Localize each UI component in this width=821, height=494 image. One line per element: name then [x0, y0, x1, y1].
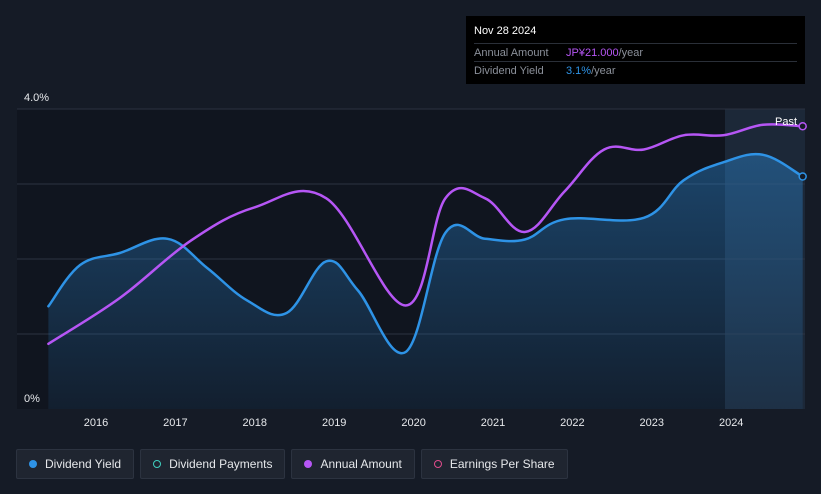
x-axis-tick-label: 2020	[401, 417, 425, 429]
dividend-payments-ring-icon	[153, 460, 162, 468]
tooltip-annual-label: Annual Amount	[474, 46, 549, 59]
dividend-yield-dot-icon	[29, 460, 37, 468]
x-axis-tick-label: 2023	[640, 417, 664, 429]
tooltip-annual-value: JP¥21.000	[566, 46, 619, 59]
y-axis-label-top: 4.0%	[24, 92, 49, 104]
legend-dividend-payments-label: Dividend Payments	[169, 457, 273, 471]
tooltip-yield-label: Dividend Yield	[474, 64, 544, 77]
tooltip-date: Nov 28 2024	[474, 25, 537, 37]
tooltip: Nov 28 2024 Annual Amount JP¥21.000/year…	[466, 16, 805, 84]
dividend-yield-area	[48, 154, 803, 409]
legend-earnings-per-share-label: Earnings Per Share	[449, 457, 555, 471]
annual-amount-dot-icon	[304, 460, 313, 468]
legend-earnings-per-share[interactable]: Earnings Per Share	[420, 449, 568, 479]
x-axis-tick-label: 2024	[719, 417, 743, 429]
legend: Dividend Yield Dividend Payments Annual …	[16, 449, 568, 479]
tooltip-yield-value: 3.1%	[566, 64, 592, 77]
legend-dividend-payments[interactable]: Dividend Payments	[140, 449, 286, 479]
x-axis-tick-label: 2018	[243, 417, 267, 429]
legend-dividend-yield-label: Dividend Yield	[45, 457, 122, 471]
x-axis-tick-label: 2019	[322, 417, 346, 429]
earnings-per-share-ring-icon	[433, 460, 442, 468]
past-region-label: Past	[775, 116, 797, 128]
annual-amount-line	[47, 123, 804, 346]
x-axis-tick-label: 2017	[163, 417, 187, 429]
legend-annual-amount-label: Annual Amount	[320, 457, 402, 471]
x-axis-tick-label: 2021	[481, 417, 505, 429]
x-axis-tick-label: 2022	[560, 417, 584, 429]
tooltip-row-dividend-yield: Dividend Yield 3.1%/year	[474, 61, 797, 79]
dividend-yield-end-marker	[798, 172, 807, 181]
y-axis-label-bottom: 0%	[24, 393, 40, 405]
dividend-yield-line	[47, 152, 804, 355]
tooltip-yield-suffix: /year	[591, 64, 616, 77]
x-axis-tick-label: 2016	[84, 417, 108, 429]
tooltip-annual-suffix: /year	[618, 46, 644, 59]
legend-dividend-yield[interactable]: Dividend Yield	[16, 449, 135, 479]
tooltip-row-annual-amount: Annual Amount JP¥21.000/year	[474, 43, 797, 61]
legend-annual-amount[interactable]: Annual Amount	[291, 449, 415, 479]
annual-amount-end-marker	[798, 122, 807, 131]
